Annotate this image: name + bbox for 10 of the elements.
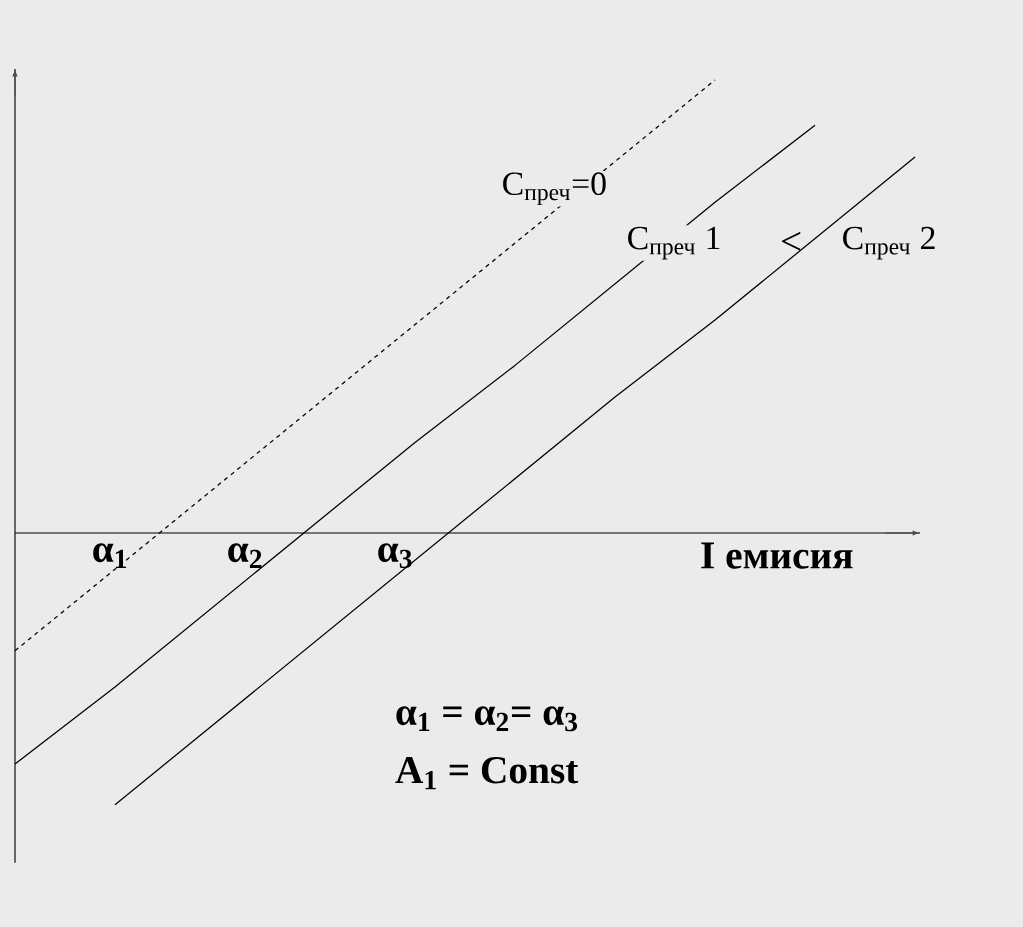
annotation: I емисия (701, 542, 853, 569)
annotation: α$_{1}$ (93, 543, 127, 568)
annotation: α$_{3}$ (378, 543, 412, 569)
annotation: α$_{1}$ = α$_{2}$= α$_{3}$ (396, 706, 578, 732)
annotation: < (781, 231, 801, 251)
series-label: C$_{преч}$=0 (503, 172, 606, 206)
series-label: C$_{преч}$ 1 (628, 226, 720, 260)
annotation: α$_{2}$ (228, 543, 262, 569)
annotation: A$_{1}$ = Const (395, 756, 579, 790)
series-label: C$_{преч}$ 2 (843, 226, 935, 260)
